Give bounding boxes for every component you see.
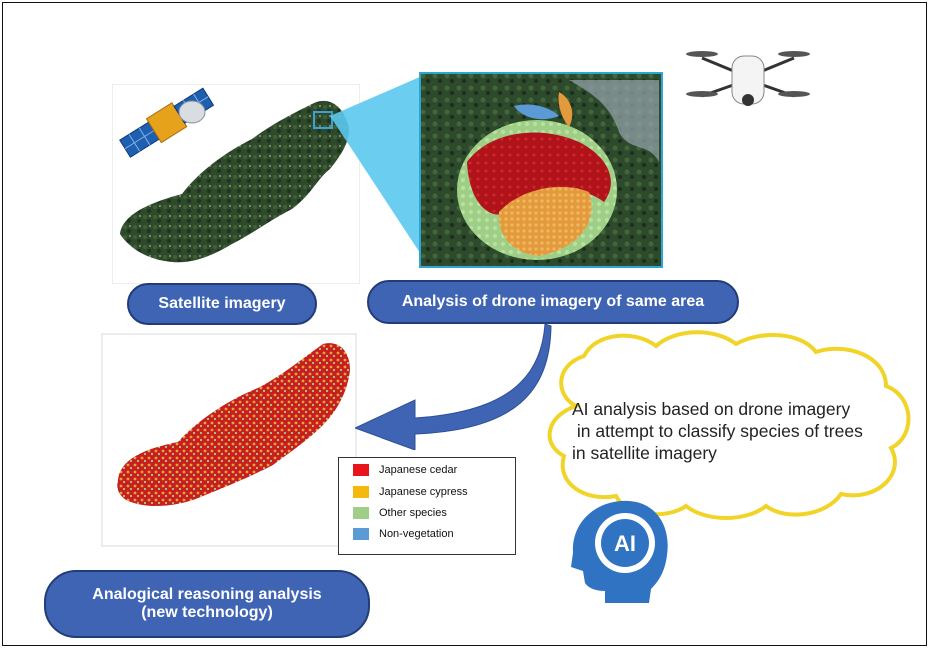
legend-swatch-other (353, 507, 369, 519)
legend-item-other: Other species (353, 507, 447, 519)
legend-label-other: Other species (379, 507, 447, 519)
analogy-arrow (355, 323, 552, 450)
ai-head-icon: AI (571, 500, 668, 603)
cloud-line-3: in satellite imagery (572, 443, 717, 463)
cypress-area (498, 186, 592, 256)
legend-label-cypress: Japanese cypress (379, 486, 468, 498)
legend-item-nonveg: Non-vegetation (353, 528, 454, 540)
satellite-label: Satellite imagery (158, 295, 286, 312)
legend-swatch-nonveg (353, 528, 369, 540)
drone-icon (686, 51, 810, 106)
cedar-area (467, 132, 611, 215)
legend-label-cedar: Japanese cedar (379, 464, 458, 476)
drone-image-panel (419, 72, 663, 268)
cloud-line-1: AI analysis based on drone imagery (572, 399, 851, 419)
satellite-label-pill: Satellite imagery (127, 283, 317, 325)
satellite-image-panel (112, 84, 360, 284)
analogical-label-pill: Analogical reasoning analysis (new techn… (44, 570, 370, 638)
satellite-forest-shape (120, 100, 349, 263)
legend-swatch-cypress (353, 486, 369, 498)
drone-label: Analysis of drone imagery of same area (401, 293, 705, 310)
legend-swatch-cedar (353, 464, 369, 476)
legend-item-cedar: Japanese cedar (353, 464, 457, 476)
analogical-label-line2: (new technology) (141, 604, 273, 621)
legend-box: Japanese cedar Japanese cypress Other sp… (338, 457, 516, 555)
cloud-line-2: in attempt to classify species of trees (572, 421, 863, 441)
satellite-icon (119, 87, 215, 158)
result-classified-area (117, 343, 350, 506)
analogical-label-line1: Analogical reasoning analysis (92, 586, 322, 603)
legend-item-cypress: Japanese cypress (353, 486, 468, 498)
thought-cloud (547, 330, 911, 520)
analogical-result-map (101, 333, 357, 547)
selection-box (313, 111, 333, 129)
drone-label-pill: Analysis of drone imagery of same area (367, 280, 739, 324)
ai-badge-text: AI (614, 531, 636, 556)
legend-label-nonveg: Non-vegetation (379, 528, 454, 540)
callout-connector (330, 76, 422, 256)
cloud-text: AI analysis based on drone imagery in at… (572, 398, 863, 464)
